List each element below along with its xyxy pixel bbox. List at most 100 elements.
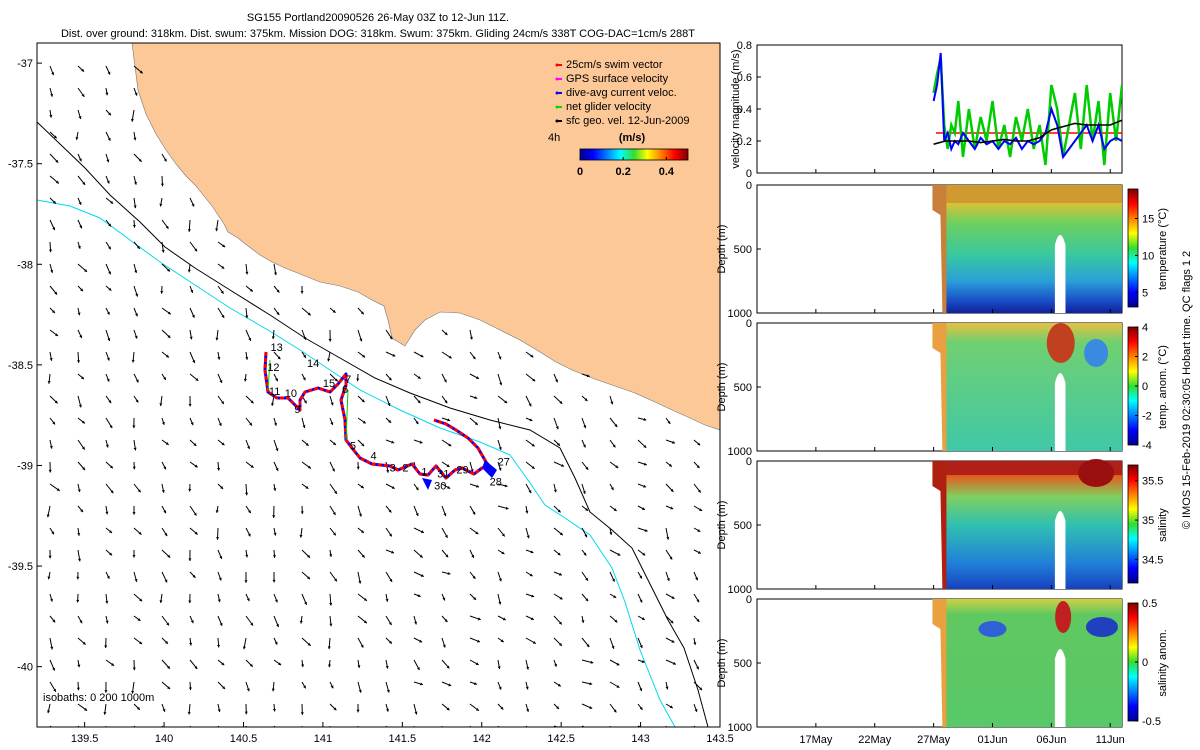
date-axis: 17May 22May 27May 01Jun 06Jun 11Jun [799, 169, 1125, 746]
current-arrow-head [557, 442, 560, 446]
y-tick-label: 1000 [728, 584, 752, 596]
current-arrow-head [217, 356, 221, 360]
current-arrow-head [190, 289, 194, 293]
current-arrow-head [246, 688, 250, 692]
current-arrow-head [271, 403, 275, 406]
current-arrow-head [161, 249, 165, 253]
waypoint-label: 28 [490, 477, 502, 489]
current-arrow-head [307, 642, 311, 646]
current-arrow-head [273, 532, 277, 536]
y-tick-label: 500 [734, 244, 752, 256]
colorbar-title: (m/s) [619, 132, 646, 144]
current-arrow-head [79, 335, 83, 339]
current-arrow-head [188, 488, 192, 492]
current-arrow-head [188, 558, 192, 562]
anomaly-blob [978, 621, 1007, 637]
current-arrow-head [584, 534, 588, 538]
current-arrow-head [667, 420, 671, 424]
x-tick-label: 143.5 [706, 733, 734, 745]
current-arrow-head [134, 181, 138, 185]
current-arrow-head [356, 378, 360, 382]
current-arrow-head [561, 463, 565, 467]
colorbar-label: temp. anom. (°C) [1157, 345, 1169, 429]
current-arrow-head [528, 403, 532, 407]
series-line [933, 119, 1122, 145]
current-arrow-head [133, 137, 137, 141]
y-tick-label: -37.5 [8, 159, 33, 171]
current-arrow-head [244, 580, 248, 583]
current-arrow-head [391, 550, 395, 554]
current-arrow-head [643, 444, 647, 448]
current-arrow-head [419, 639, 423, 643]
waypoint-label: 5 [350, 440, 356, 452]
current-arrow-head [49, 358, 53, 361]
current-arrow-head [419, 554, 423, 558]
current-arrow-head [272, 708, 276, 712]
date-tick-label: 11Jun [1096, 734, 1125, 746]
current-arrow-head [531, 443, 535, 447]
y-tick-label: -39 [17, 460, 33, 472]
current-arrow-head [385, 598, 389, 602]
section-panel: 0 500 1000 Depth (m) 34.5 35 35.5 salinity [716, 456, 1169, 596]
current-arrow-head [218, 577, 222, 581]
current-arrow-head [360, 311, 364, 315]
anomaly-blob [1084, 339, 1109, 367]
current-arrow-head [77, 245, 81, 249]
current-arrow-head [389, 533, 392, 537]
current-arrow-head [107, 137, 111, 141]
current-arrow-head [696, 599, 700, 603]
current-arrow-head [558, 572, 562, 576]
current-arrow-head [245, 554, 249, 558]
current-arrow-head [617, 552, 621, 556]
current-arrow-head [385, 665, 389, 669]
current-arrow-head [500, 706, 504, 710]
current-arrow-head [161, 421, 165, 425]
current-arrow-head [134, 92, 138, 96]
current-arrow-head [134, 578, 138, 582]
waypoint-label: 30 [434, 481, 446, 493]
current-arrow-head [420, 682, 423, 686]
x-tick-label: 142.5 [547, 733, 575, 745]
current-arrow-head [107, 338, 111, 341]
current-arrow-head [672, 440, 675, 444]
current-arrow-head [167, 268, 170, 272]
colorbar-side-label: 4h [548, 132, 560, 144]
current-arrow-head [167, 554, 171, 558]
current-arrow-head [525, 686, 529, 690]
current-arrow-head [190, 422, 194, 426]
current-arrow-head [498, 578, 502, 582]
current-arrow-head [103, 731, 106, 734]
current-arrow-head [194, 248, 198, 252]
current-arrow-head [191, 203, 195, 207]
current-arrow-head [165, 354, 169, 358]
current-arrow-head [332, 511, 336, 515]
map-panel: SG155 Portland20090526 26-May 03Z to 12-… [8, 12, 734, 745]
current-arrow-head [248, 510, 251, 514]
current-arrow-head [107, 71, 111, 75]
current-arrow-head [77, 489, 81, 493]
y-tick-label: 0 [746, 180, 752, 192]
current-arrow-head [108, 287, 112, 291]
current-arrow-head [672, 661, 676, 665]
waypoint-label: 9 [294, 404, 300, 416]
speed-colorbar: 4h (m/s) 0 0.2 0.4 [548, 132, 689, 178]
current-arrow-head [530, 550, 534, 554]
current-arrow-head [442, 732, 445, 735]
section-panel: 0 500 1000 Depth (m) -4 -2 0 2 4 temp. anom. (°C) [716, 318, 1169, 458]
current-arrow-head [50, 93, 54, 97]
waypoint-label: 10 [285, 388, 297, 400]
current-arrow-head [444, 534, 448, 538]
current-arrow-head [585, 598, 589, 602]
current-arrow-head [557, 509, 561, 513]
current-arrow-head [420, 354, 424, 358]
current-arrow-head [192, 360, 196, 363]
current-arrow-head [52, 667, 56, 671]
glider-track [263, 351, 497, 490]
current-arrow-head [445, 554, 449, 558]
current-arrow-head [55, 159, 59, 163]
current-arrow-head [188, 687, 192, 691]
y-tick-label: 0.6 [737, 72, 752, 84]
current-arrow-head [442, 644, 446, 648]
current-arrow-head [446, 464, 450, 467]
current-arrow-head [279, 732, 282, 735]
